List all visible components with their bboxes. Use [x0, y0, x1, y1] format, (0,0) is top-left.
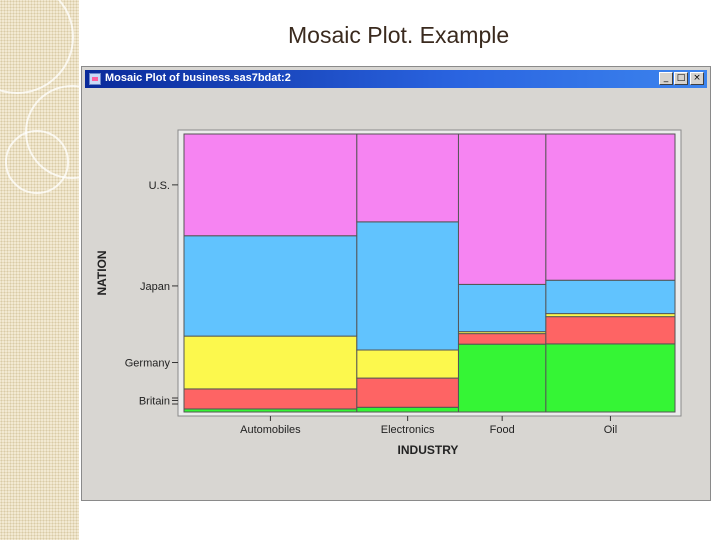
window-titlebar[interactable]: Mosaic Plot of business.sas7bdat:2 _ □ × [85, 70, 707, 88]
mosaic-cell-britain-food [457, 333, 547, 345]
x-axis-title: INDUSTRY [398, 443, 459, 457]
mosaic-cell-britain-electronics [356, 377, 459, 408]
window-app-icon[interactable] [89, 73, 101, 85]
mosaic-cell-u-s--food [457, 133, 547, 285]
y-tick-label: Germany [125, 358, 171, 370]
window-title: Mosaic Plot of business.sas7bdat:2 [105, 72, 291, 84]
mosaic-cell-germany-electronics [356, 349, 459, 379]
mosaic-cell-japan-oil [545, 279, 676, 315]
slide-title: Mosaic Plot. Example [288, 22, 510, 48]
slide-decoration [0, 0, 79, 540]
close-button[interactable]: × [690, 72, 704, 85]
mosaic-cell-britain-automobiles [183, 388, 358, 410]
mosaic-cell-japan-electronics [356, 221, 459, 351]
mosaic-cell-germany-automobiles [183, 335, 358, 390]
y-tick-label: Japan [140, 281, 170, 293]
mosaic-cell-britain-lower-electronics [356, 406, 459, 413]
mosaic-cell-britain-oil [545, 316, 676, 345]
x-tick-label: Oil [604, 424, 617, 436]
mosaic-cell-britain-lower-food [457, 343, 547, 413]
x-tick-label: Food [490, 424, 515, 436]
mosaic-cell-japan-automobiles [183, 235, 358, 337]
x-tick-label: Automobiles [240, 424, 301, 436]
mosaic-cell-u-s--electronics [356, 133, 459, 223]
minimize-button[interactable]: _ [659, 72, 673, 85]
y-tick-label: U.S. [149, 180, 170, 192]
mosaic-cell-britain-lower-oil [545, 343, 676, 413]
y-tick-label: Britain [139, 395, 170, 407]
mosaic-cell-japan-food [457, 283, 547, 333]
mosaic-cell-u-s--automobiles [183, 133, 358, 237]
x-tick-label: Electronics [381, 424, 435, 436]
mosaic-cell-u-s--oil [545, 133, 676, 281]
maximize-button[interactable]: □ [674, 72, 688, 85]
y-axis-title: NATION [95, 250, 109, 295]
decoration-ring [5, 130, 69, 194]
